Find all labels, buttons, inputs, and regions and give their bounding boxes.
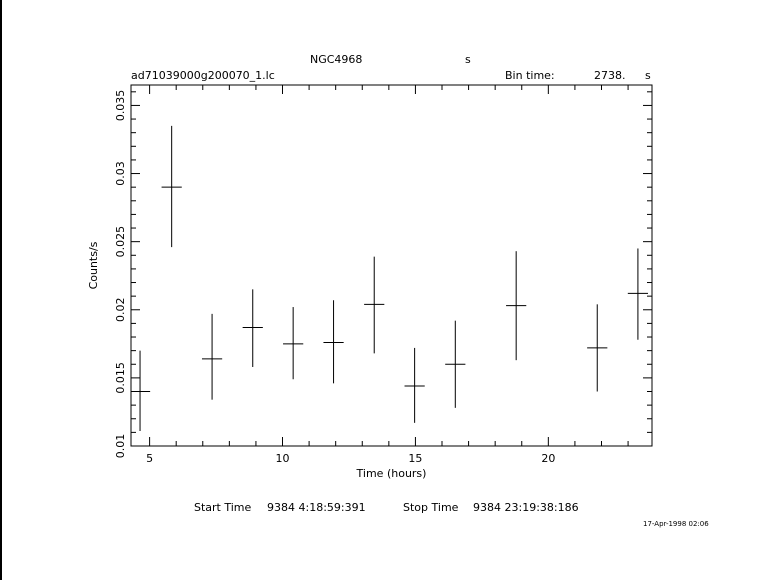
lc-filename: ad71039000g200070_1.lc (131, 69, 275, 82)
data-point (201, 313, 223, 400)
data-point (506, 251, 527, 361)
object-name: NGC4968 (310, 53, 363, 66)
bin-time-label: Bin time: (505, 69, 555, 82)
y-tick-label: 0.015 (114, 362, 127, 394)
y-tick-label: 0.035 (114, 90, 127, 122)
axis-tick-labels: 5 10 15 20 0.01 0.015 0.02 0.025 0.03 0.035 (114, 90, 555, 465)
data-point (404, 347, 425, 423)
data-points (131, 125, 649, 432)
axis-ticks (131, 85, 652, 447)
plot-timestamp: 17-Apr-1998 02:06 (643, 520, 709, 528)
y-tick-label: 0.01 (114, 434, 127, 459)
data-point (323, 300, 344, 384)
data-point (587, 304, 608, 392)
x-tick-label: 15 (408, 452, 422, 465)
y-axis-label: Counts/s (87, 241, 100, 289)
stop-time-value: 9384 23:19:38:186 (473, 501, 579, 514)
start-time-value: 9384 4:18:59:391 (267, 501, 366, 514)
left-edge-rule (0, 0, 2, 580)
x-tick-label: 10 (276, 452, 290, 465)
plot-frame (130, 84, 653, 447)
data-point (627, 248, 649, 340)
bin-time-unit: s (645, 69, 651, 82)
start-time-label: Start Time (194, 501, 252, 514)
data-point (445, 320, 466, 408)
y-tick-label: 0.02 (114, 298, 127, 323)
data-point (161, 125, 182, 248)
data-point (131, 350, 151, 432)
stop-time-label: Stop Time (403, 501, 459, 514)
object-unit: s (465, 53, 471, 66)
bin-time-value: 2738. (594, 69, 626, 82)
y-tick-label: 0.03 (114, 161, 127, 186)
y-tick-label: 0.025 (114, 226, 127, 258)
x-tick-label: 20 (541, 452, 555, 465)
x-tick-label: 5 (146, 452, 153, 465)
data-point (242, 289, 263, 367)
data-point (364, 256, 385, 354)
x-axis-label: Time (hours) (356, 467, 427, 480)
data-point (283, 307, 304, 380)
